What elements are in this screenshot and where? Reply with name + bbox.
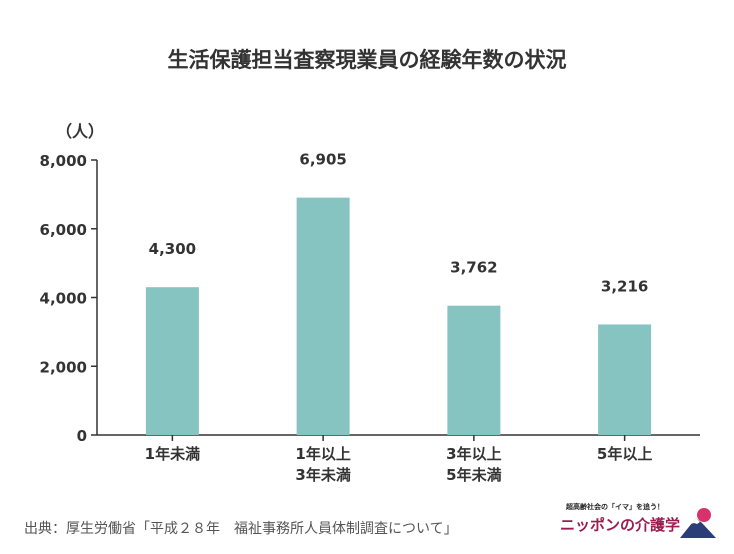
source-note: 出典：厚生労働省「平成２８年 福祉事務所人員体制調査について」 (24, 521, 458, 537)
x-tick-label: 1年未満 (145, 445, 200, 463)
brand-logo: 超高齢社会の「イマ」を追う！ ニッポンの介護学 (558, 496, 730, 550)
y-tick-label: 8,000 (40, 152, 87, 170)
y-tick-label: 4,000 (40, 290, 87, 308)
bar-value-label: 3,762 (450, 259, 497, 277)
bar-value-label: 6,905 (299, 151, 346, 169)
bar-value-label: 4,300 (149, 240, 196, 258)
brand-tagline: 超高齢社会の「イマ」を追う！ (566, 503, 664, 511)
bar-chart: （人） 0 2,000 4,000 6,000 8,000 4,300 1年未満 6,905 1年… (40, 122, 700, 484)
x-tick-label: 3年以上 (446, 445, 501, 463)
x-tick-label: 3年未満 (295, 466, 350, 484)
x-tick-label: 1年以上 (295, 445, 350, 463)
x-tick-label: 5年以上 (597, 445, 652, 463)
page-title: 生活保護担当査察現業員の経験年数の状況 (167, 48, 567, 72)
brand-name: ニッポンの介護学 (560, 516, 681, 534)
bar (447, 305, 501, 435)
x-tick-label: 5年未満 (446, 466, 501, 484)
mount-fuji-sun-icon (680, 508, 716, 538)
bar (598, 324, 652, 435)
y-tick-label: 2,000 (40, 358, 87, 376)
y-tick-label: 0 (77, 427, 87, 445)
y-axis-label: （人） (56, 122, 104, 141)
bar (145, 287, 199, 435)
y-tick-label: 6,000 (40, 221, 87, 239)
bar-value-label: 3,216 (601, 277, 648, 295)
bar (296, 197, 350, 435)
